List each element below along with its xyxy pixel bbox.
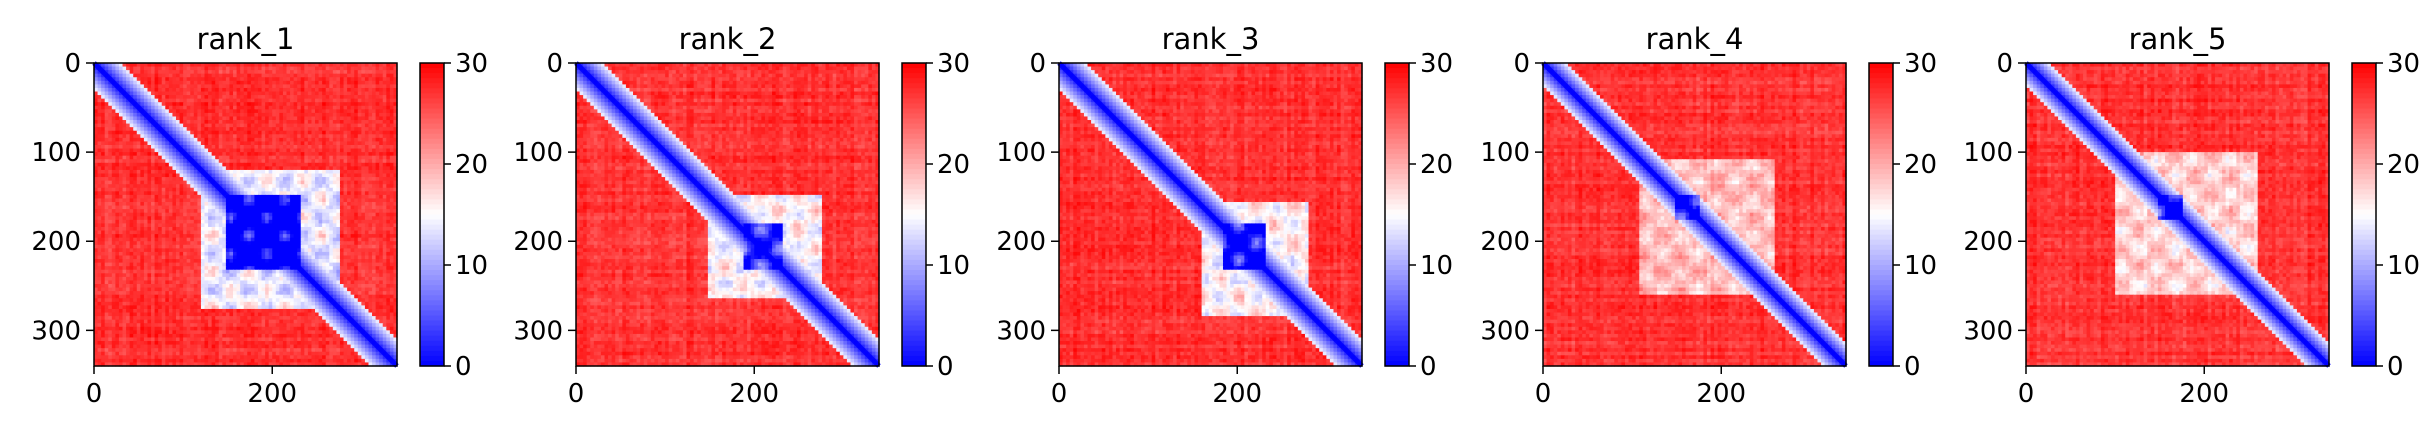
y-tick-label: 100 [31, 138, 81, 168]
heatmap-cells [576, 63, 880, 367]
colorbar: 0 10 20 30 [419, 49, 488, 382]
colorbar-tick-label: 10 [937, 251, 970, 281]
x-tick-label: 200 [1212, 379, 1262, 409]
y-tick-label: 0 [1029, 49, 1046, 79]
colorbar-tick-label: 30 [1904, 49, 1937, 79]
colorbar-tick-label: 0 [2387, 352, 2404, 382]
x-tick-label: 200 [1696, 379, 1746, 409]
plot-frame [93, 62, 398, 367]
y-tick-label: 200 [31, 227, 81, 257]
colorbar-tick-label: 30 [455, 49, 488, 79]
y-tick-label: 300 [1480, 316, 1530, 346]
colorbar: 0 10 20 30 [901, 49, 970, 382]
y-tick-label: 300 [513, 316, 563, 346]
colorbar-tick-label: 10 [455, 251, 488, 281]
colorbar-tick-label: 0 [1420, 352, 1437, 382]
plot-frame [575, 62, 880, 367]
panel-title: rank_4 [1646, 22, 1744, 56]
diagonal-line [1057, 61, 1364, 368]
panel-title: rank_1 [197, 22, 295, 56]
heatmap-cells [94, 63, 398, 367]
colorbar-tick-label: 0 [455, 352, 472, 382]
y-tick-label: 200 [513, 227, 563, 257]
colorbar: 0 10 20 30 [2351, 49, 2420, 382]
colorbar-tick-label: 10 [1420, 251, 1453, 281]
colorbar-tick-label: 30 [1420, 49, 1453, 79]
x-tick-label: 0 [1535, 379, 1552, 409]
heatmap-panel-1: rank_1 0 100 200 300 0 200 0 10 20 30 [31, 22, 488, 409]
plot-frame [2025, 62, 2330, 367]
y-tick-label: 0 [1513, 49, 1530, 79]
colorbar-tick-label: 10 [1904, 251, 1937, 281]
x-tick-label: 200 [247, 379, 297, 409]
diagonal-line [92, 61, 399, 368]
y-tick-label: 200 [996, 227, 1046, 257]
heatmap-cells [1543, 63, 1847, 367]
y-tick-label: 0 [64, 49, 81, 79]
heatmap-cells [2026, 63, 2330, 367]
colorbar: 0 10 20 30 [1868, 49, 1937, 382]
diagonal-line [574, 61, 881, 368]
x-tick-label: 0 [86, 379, 103, 409]
colorbar-tick-label: 0 [1904, 352, 1921, 382]
y-tick-label: 300 [996, 316, 1046, 346]
panel-title: rank_5 [2129, 22, 2227, 56]
x-tick-label: 0 [1051, 379, 1068, 409]
y-tick-label: 100 [1963, 138, 2013, 168]
colorbar-tick-label: 20 [937, 150, 970, 180]
heatmap-panel-2: rank_2 0 100 200 300 0 200 0 10 20 30 [513, 22, 970, 409]
heatmap-cells [1059, 63, 1363, 367]
y-tick-label: 100 [996, 138, 1046, 168]
y-tick-label: 200 [1480, 227, 1530, 257]
diagonal-line [2024, 61, 2331, 368]
y-tick-label: 100 [513, 138, 563, 168]
x-tick-label: 0 [568, 379, 585, 409]
panel-title: rank_3 [1162, 22, 1260, 56]
y-tick-label: 0 [1996, 49, 2013, 79]
diagonal-line [1541, 61, 1848, 368]
x-tick-label: 200 [2179, 379, 2229, 409]
x-tick-label: 200 [729, 379, 779, 409]
x-tick-label: 0 [2018, 379, 2035, 409]
colorbar-tick-label: 20 [1420, 150, 1453, 180]
colorbar-tick-label: 10 [2387, 251, 2420, 281]
colorbar-tick-label: 30 [2387, 49, 2420, 79]
y-tick-label: 300 [31, 316, 81, 346]
y-tick-label: 300 [1963, 316, 2013, 346]
heatmap-panel-4: rank_4 0 100 200 300 0 200 0 10 20 30 [1480, 22, 1937, 409]
heatmap-panel-3: rank_3 0 100 200 300 0 200 0 10 20 30 [996, 22, 1453, 409]
y-tick-label: 0 [546, 49, 563, 79]
colorbar-tick-label: 20 [2387, 150, 2420, 180]
colorbar-tick-label: 20 [455, 150, 488, 180]
plot-frame [1542, 62, 1847, 367]
plot-frame [1058, 62, 1363, 367]
heatmap-panel-5: rank_5 0 100 200 300 0 200 0 10 20 30 [1963, 22, 2420, 409]
panel-title: rank_2 [679, 22, 777, 56]
colorbar-tick-label: 30 [937, 49, 970, 79]
colorbar-tick-label: 0 [937, 352, 954, 382]
y-tick-label: 200 [1963, 227, 2013, 257]
colorbar: 0 10 20 30 [1384, 49, 1453, 382]
y-tick-label: 100 [1480, 138, 1530, 168]
colorbar-tick-label: 20 [1904, 150, 1937, 180]
